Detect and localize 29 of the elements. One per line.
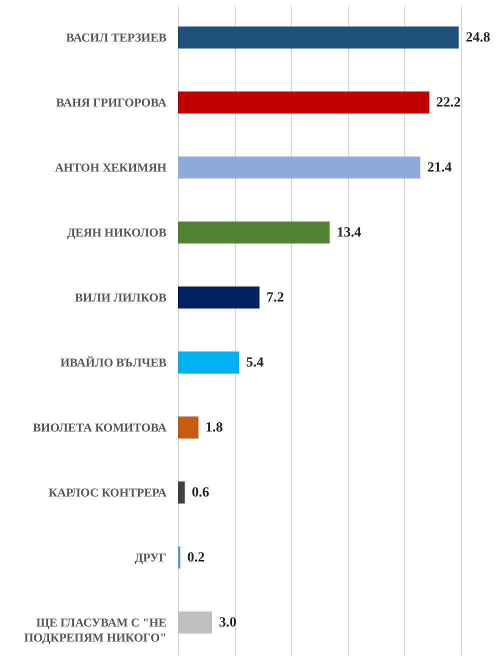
bar <box>178 611 212 634</box>
bar <box>178 286 260 309</box>
data-label: 7.2 <box>266 290 284 306</box>
y-tick-label: ДРУГ <box>134 550 166 564</box>
data-label: 0.2 <box>187 550 205 566</box>
y-tick-label: КАРЛОС КОНТРЕРА <box>48 486 167 500</box>
y-tick-label: ДЕЯН НИКОЛОВ <box>67 226 166 240</box>
y-tick-label: АНТОН ХЕКИМЯН <box>54 160 168 174</box>
y-tick-label: ВИОЛЕТА КОМИТОВА <box>32 420 167 434</box>
data-label: 13.4 <box>336 226 362 240</box>
bar <box>178 221 330 244</box>
data-label: 3.0 <box>218 616 236 630</box>
data-label: 1.8 <box>205 420 223 436</box>
data-label: 21.4 <box>427 160 452 176</box>
y-tick-label: ВАСИЛ ТЕРЗИЕВ <box>66 30 166 44</box>
y-tick-label: ИВАЙЛО ВЪЛЧЕВ <box>60 356 166 370</box>
bar <box>178 26 459 49</box>
bar <box>178 91 430 114</box>
data-label: 22.2 <box>436 96 461 110</box>
data-label: 24.8 <box>466 30 490 46</box>
y-tick-label: ВИЛИ ЛИЛКОВ <box>74 290 166 304</box>
bar <box>178 416 198 439</box>
bar <box>178 481 185 504</box>
y-tick-label: ВАНЯ ГРИГОРОВА <box>56 96 167 110</box>
bar <box>178 156 420 179</box>
y-tick-label: ЩЕ ГЛАСУВАМ С "НЕ ПОДКРЕПЯМ НИКОГО" <box>24 616 166 644</box>
data-label: 0.6 <box>192 486 210 500</box>
bar <box>178 351 240 374</box>
data-label: 5.4 <box>246 356 264 370</box>
